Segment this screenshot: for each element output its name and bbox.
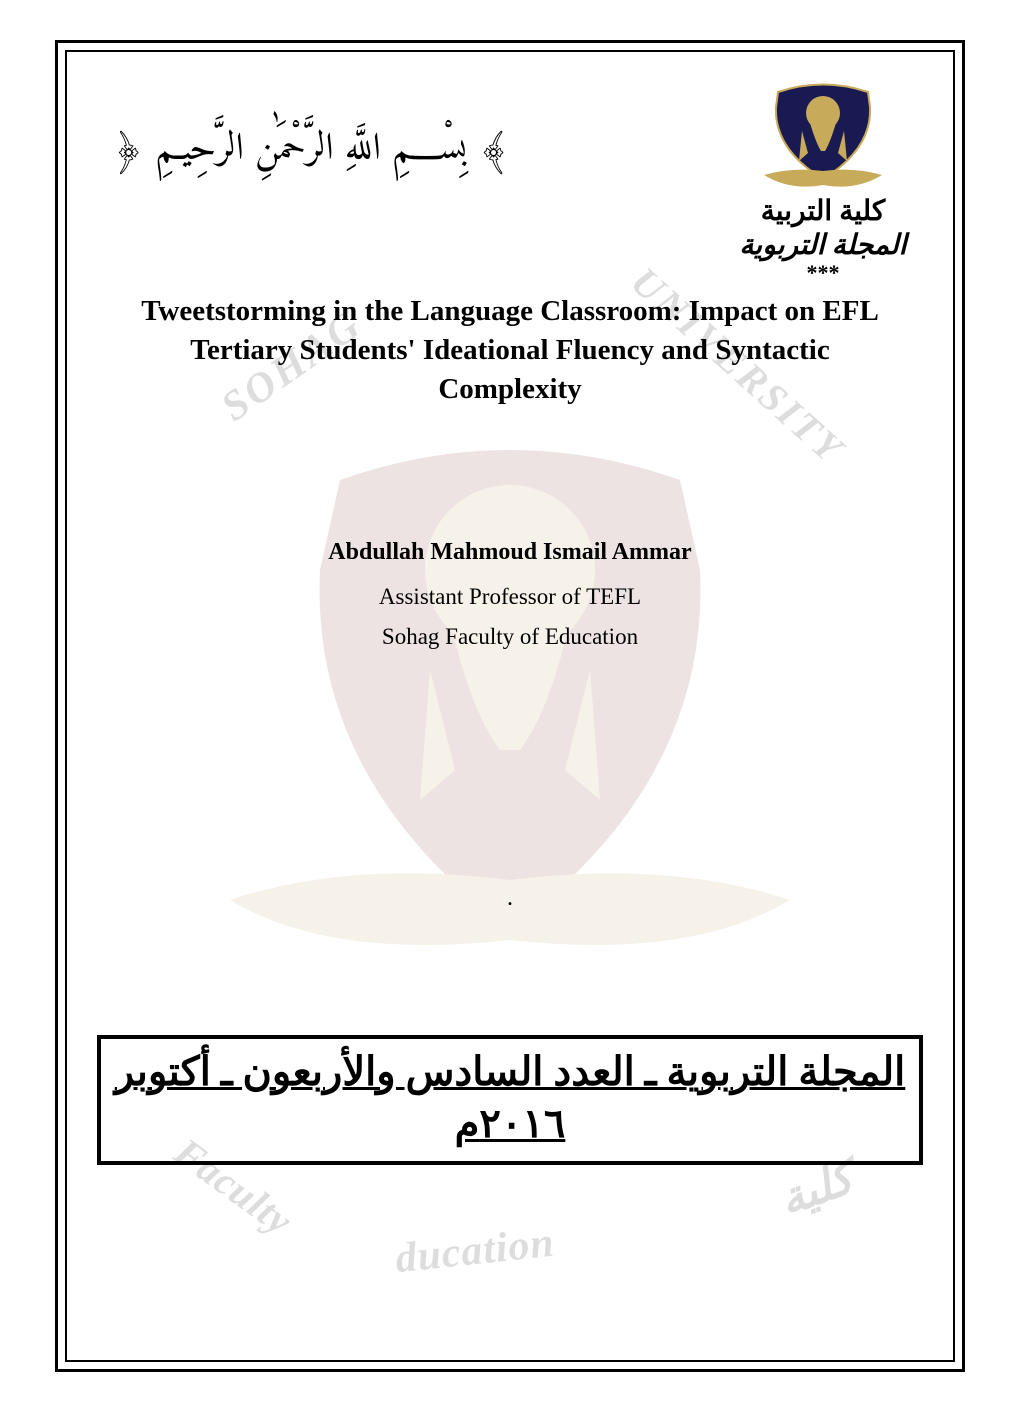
bismillah-text: ﴿ بِسْــــمِ اللَّهِ الرَّحْمَٰنِ الرَّح… xyxy=(117,117,505,184)
page-outer-border: SOHAG UNIVERSITY Faculty كلية ducation ﴿… xyxy=(55,40,965,1372)
header-row: ﴿ بِسْــــمِ اللَّهِ الرَّحْمَٰنِ الرَّح… xyxy=(67,52,953,286)
center-dot: . xyxy=(67,885,953,912)
title-line-3: Complexity xyxy=(107,370,913,409)
author-affiliation: Sohag Faculty of Education xyxy=(67,624,953,650)
author-block: Abdullah Mahmoud Ismail Ammar Assistant … xyxy=(67,539,953,650)
header-right-block: كلية التربية المجلة التربوية *** xyxy=(723,77,923,286)
paper-title: Tweetstorming in the Language Classroom:… xyxy=(67,286,953,419)
header-stars: *** xyxy=(723,260,923,286)
title-line-1: Tweetstorming in the Language Classroom:… xyxy=(107,292,913,331)
issue-badge: المجلة التربوية ـ العدد السادس والأربعون… xyxy=(97,1035,923,1165)
university-logo-icon xyxy=(758,77,888,192)
page-inner-border: SOHAG UNIVERSITY Faculty كلية ducation ﴿… xyxy=(65,50,955,1362)
faculty-name-ar: كلية التربية xyxy=(723,194,923,228)
author-name: Abdullah Mahmoud Ismail Ammar xyxy=(67,539,953,566)
journal-prefix: المجلة xyxy=(832,230,907,261)
issue-badge-text: المجلة التربوية ـ العدد السادس والأربعون… xyxy=(106,1044,914,1156)
author-title: Assistant Professor of TEFL xyxy=(67,584,953,610)
title-line-2: Tertiary Students' Ideational Fluency an… xyxy=(107,331,913,370)
journal-name-ar: المجلة التربوية xyxy=(723,228,923,262)
watermark-text-education: ducation xyxy=(393,1219,557,1283)
journal-italic: التربوية xyxy=(739,230,824,261)
